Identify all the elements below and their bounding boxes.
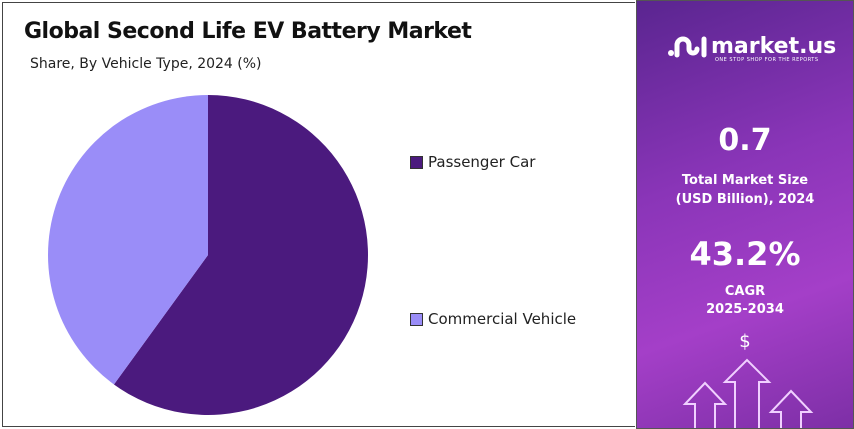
market-us-logo: market.us xyxy=(667,33,836,59)
chart-title: Global Second Life EV Battery Market xyxy=(24,19,472,44)
chart-subtitle: Share, By Vehicle Type, 2024 (%) xyxy=(30,56,262,72)
market-size-value: 0.7 xyxy=(718,123,772,158)
market-size-label-2: (USD Billion), 2024 xyxy=(675,192,815,207)
brand-name: market.us xyxy=(711,33,837,59)
legend-label: Commercial Vehicle xyxy=(428,310,577,328)
legend-item-passenger-car: Passenger Car xyxy=(410,153,535,171)
legend-swatch xyxy=(410,155,423,169)
market-size-label: Total Market Size xyxy=(681,173,809,188)
summary-panel: market.us ONE STOP SHOP FOR THE REPORTS … xyxy=(636,0,854,429)
growth-arrows-icon xyxy=(682,358,814,428)
cagr-label: CAGR xyxy=(724,284,766,299)
cagr-value: 43.2% xyxy=(689,235,801,273)
logo-icon xyxy=(668,36,707,58)
legend-swatch xyxy=(410,312,423,326)
pie-chart xyxy=(48,95,368,416)
pie-slice-commercial-vehicle xyxy=(48,95,209,385)
pie-slice-passenger-car xyxy=(113,95,368,416)
legend-item-commercial-vehicle: Commercial Vehicle xyxy=(410,310,576,328)
chart-panel: Global Second Life EV Battery Market Sha… xyxy=(2,2,635,427)
dollar-icon: $ xyxy=(739,331,751,352)
legend-label: Passenger Car xyxy=(428,153,536,171)
cagr-period: 2025-2034 xyxy=(706,302,784,317)
brand-tagline: ONE STOP SHOP FOR THE REPORTS xyxy=(715,57,819,63)
